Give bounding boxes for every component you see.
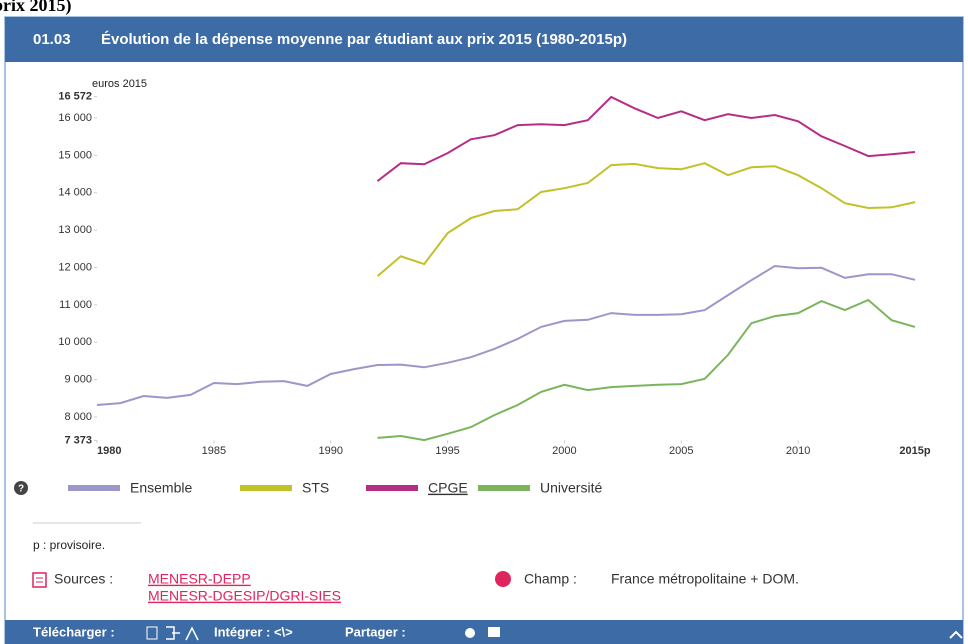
source-link[interactable]: MENESR-DEPP [148,571,251,587]
legend-swatch [68,485,120,491]
y-tick-label: 13 000 [58,224,92,236]
y-tick-label: 10 000 [58,336,92,348]
legend-label[interactable]: CPGE [428,480,468,496]
chart-title: Évolution de la dépense moyenne par étud… [101,31,627,48]
help-icon[interactable] [14,481,28,495]
x-tick-label: 2000 [552,445,576,457]
sources-icon [32,572,47,588]
download-icon[interactable] [166,626,180,640]
y-tick-label: 11 000 [59,299,92,311]
x-tick-label: 1995 [435,445,459,457]
y-tick-label: 16 572 [58,91,92,103]
y-tick-label: 15 000 [58,149,92,161]
note: p : provisoire. [33,538,105,552]
chart-number: 01.03 [33,31,71,48]
download-icon[interactable] [185,626,199,641]
share-label: Partager : [345,624,406,639]
legend-swatch [478,485,530,491]
x-tick-label: 2010 [786,445,810,457]
help-mark: ? [18,484,24,495]
x-tick-label: 2015p [899,445,930,457]
embed-label[interactable]: Intégrer : <\> [214,624,293,639]
header-bar [5,17,963,62]
legend-label[interactable]: Ensemble [130,480,192,496]
series-line [376,162,916,277]
panel [4,16,964,644]
legend-label[interactable]: STS [302,480,329,496]
download-icon[interactable] [146,626,158,640]
footer-bar [5,620,963,644]
y-tick-label: 12 000 [58,261,92,273]
series-line [96,264,916,406]
collapse-icon[interactable] [949,630,963,639]
y-tick-label: 14 000 [58,187,92,199]
series-line [377,298,916,442]
sources-label: Sources : [54,571,113,587]
download-label: Télécharger : [33,624,115,639]
x-tick-label: 2005 [669,445,693,457]
series-line [376,95,916,182]
y-unit: euros 2015 [92,78,147,90]
share-icon[interactable] [465,628,475,638]
y-tick-label: 8 000 [64,411,92,423]
share-icon[interactable] [488,627,500,637]
page-heading: prix 2015) [0,0,72,16]
x-tick-label: 1985 [202,445,226,457]
globe-icon [495,571,511,587]
legend-swatch [240,485,292,491]
source-link[interactable]: MENESR-DGESIP/DGRI-SIES [148,588,341,604]
x-tick-label: 1990 [318,445,342,457]
legend-swatch [366,485,418,491]
scope-label: Champ : [524,571,577,587]
scope-text: France métropolitaine + DOM. [611,571,799,587]
y-tick-label: 16 000 [58,112,92,124]
y-tick-label: 9 000 [64,373,92,385]
x-tick-label: 1980 [97,445,121,457]
y-tick-label: 7 373 [64,434,92,446]
legend-label[interactable]: Université [540,480,602,496]
